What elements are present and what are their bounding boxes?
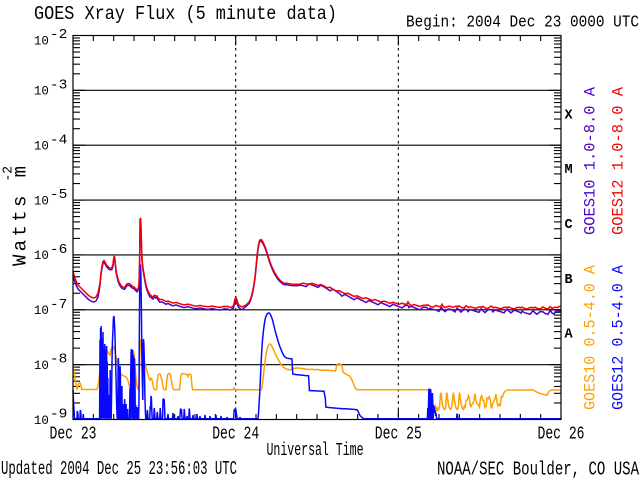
svg-text:10: 10: [34, 140, 49, 154]
svg-text:-5: -5: [50, 188, 68, 203]
svg-text:10: 10: [34, 34, 49, 48]
svg-text:10: 10: [34, 414, 49, 428]
svg-text:GOES12 0.5-4.0 A: GOES12 0.5-4.0 A: [610, 265, 628, 410]
svg-text:Universal Time: Universal Time: [267, 441, 364, 461]
svg-text:GOES10 1.0-8.0 A: GOES10 1.0-8.0 A: [582, 87, 600, 235]
svg-text:10: 10: [34, 359, 49, 373]
svg-text:NOAA/SEC Boulder, CO USA: NOAA/SEC Boulder, CO USA: [437, 459, 639, 480]
svg-text:M: M: [564, 163, 572, 178]
svg-text:GOES12 1.0-8.0 A: GOES12 1.0-8.0 A: [610, 87, 628, 235]
svg-text:Dec 24: Dec 24: [212, 425, 259, 445]
svg-text:Updated 2004 Dec 25 23:56:03 U: Updated 2004 Dec 25 23:56:03 UTC: [1, 458, 237, 480]
svg-text:B: B: [564, 273, 572, 288]
svg-text:GOES10 0.5-4.0 A: GOES10 0.5-4.0 A: [582, 265, 600, 410]
svg-text:-7: -7: [50, 298, 68, 313]
svg-text:-8: -8: [50, 353, 68, 368]
svg-text:-2: -2: [2, 166, 17, 182]
svg-text:10: 10: [34, 304, 49, 318]
svg-text:Watts m: Watts m: [10, 166, 32, 266]
svg-text:Dec 23: Dec 23: [50, 425, 97, 445]
svg-text:Dec 26: Dec 26: [538, 425, 585, 445]
svg-text:C: C: [564, 218, 572, 233]
svg-text:-9: -9: [50, 408, 68, 423]
svg-text:10: 10: [34, 194, 49, 208]
svg-text:10: 10: [34, 85, 49, 99]
svg-text:X: X: [564, 108, 573, 123]
svg-text:Dec 25: Dec 25: [375, 425, 422, 445]
svg-text:10: 10: [34, 249, 49, 263]
svg-text:-6: -6: [50, 243, 68, 258]
svg-text:A: A: [564, 328, 573, 343]
svg-text:-4: -4: [50, 133, 68, 148]
svg-text:-3: -3: [50, 79, 68, 94]
svg-text:GOES Xray Flux (5 minute data): GOES Xray Flux (5 minute data): [34, 3, 337, 25]
svg-text:Begin: 2004 Dec 23 0000 UTC: Begin: 2004 Dec 23 0000 UTC: [406, 14, 639, 33]
svg-text:-2: -2: [50, 28, 68, 43]
